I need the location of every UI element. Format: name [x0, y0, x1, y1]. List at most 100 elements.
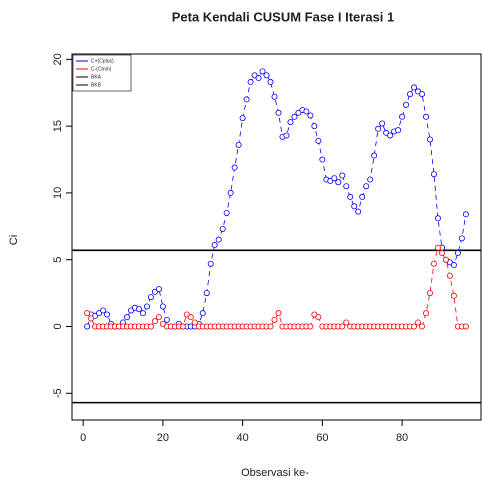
data-point: [343, 319, 350, 326]
data-point: [307, 323, 314, 330]
x-tick-label: 80: [396, 432, 408, 444]
data-point: [275, 310, 282, 317]
y-tick-label: 5: [52, 257, 64, 263]
data-point: [399, 113, 406, 120]
x-tick-label: 20: [157, 432, 169, 444]
data-point: [327, 177, 334, 184]
data-point: [215, 236, 222, 243]
chart-title: Peta Kendali CUSUM Fase I Iterasi 1: [172, 9, 395, 24]
data-point: [395, 127, 402, 134]
data-point: [403, 101, 410, 108]
data-point: [147, 323, 154, 330]
data-point: [127, 307, 134, 314]
data-point: [371, 152, 378, 159]
data-point: [211, 242, 218, 249]
data-point: [339, 323, 346, 330]
data-point: [143, 303, 150, 310]
data-point: [351, 203, 358, 210]
data-point: [411, 84, 418, 91]
data-point: [159, 320, 166, 327]
data-point: [199, 310, 206, 317]
x-tick-label: 60: [316, 432, 328, 444]
data-point: [187, 314, 194, 321]
plot-frame: [71, 53, 482, 421]
data-point: [315, 314, 322, 321]
data-point: [84, 323, 91, 330]
data-point: [104, 311, 111, 318]
data-point: [335, 179, 342, 186]
data-point: [88, 315, 95, 322]
data-point: [458, 235, 465, 242]
data-point: [434, 244, 441, 251]
data-point: [430, 260, 437, 267]
data-point: [219, 225, 226, 232]
data-point: [139, 310, 146, 317]
data-point: [411, 323, 418, 330]
data-point: [239, 115, 246, 122]
data-point: [235, 141, 242, 148]
data-point: [155, 314, 162, 321]
y-tick-label: 15: [52, 120, 64, 132]
data-point: [438, 250, 445, 257]
data-point: [135, 306, 142, 313]
data-point: [283, 132, 290, 139]
data-point: [179, 323, 186, 330]
data-point: [454, 250, 461, 257]
data-point: [311, 123, 318, 130]
data-point: [422, 310, 429, 317]
x-tick-label: 0: [80, 432, 86, 444]
data-point: [251, 72, 258, 79]
data-point: [379, 120, 386, 127]
data-point: [446, 272, 453, 279]
legend-label: BKA: [91, 74, 102, 80]
data-point: [155, 286, 162, 293]
data-point: [287, 119, 294, 126]
data-point: [271, 316, 278, 323]
legend-label: C-(Cmin): [91, 66, 112, 72]
data-point: [203, 290, 210, 297]
data-point: [271, 93, 278, 100]
legend-label: BKB: [91, 82, 102, 88]
data-point: [100, 307, 107, 314]
data-point: [243, 96, 250, 103]
data-point: [96, 310, 103, 317]
data-point: [275, 109, 282, 116]
legend-label: C+(Cplus): [91, 58, 114, 64]
data-point: [207, 260, 214, 267]
data-point: [147, 294, 154, 301]
y-tick-label: 0: [52, 323, 64, 329]
data-point: [263, 72, 270, 79]
data-point: [92, 312, 99, 319]
data-point: [415, 88, 422, 95]
data-point: [419, 91, 426, 98]
y-tick-label: -5: [52, 388, 64, 398]
data-point: [450, 262, 457, 269]
data-point: [295, 109, 302, 116]
data-point: [363, 183, 370, 190]
data-point: [331, 175, 338, 182]
data-point: [84, 310, 91, 317]
data-point: [191, 319, 198, 326]
data-point: [442, 256, 449, 263]
x-axis-label: Observasi ke-: [241, 467, 309, 479]
data-point: [383, 129, 390, 136]
data-point: [355, 208, 362, 215]
data-point: [446, 259, 453, 266]
data-point: [227, 189, 234, 196]
data-point: [183, 311, 190, 318]
data-point: [387, 132, 394, 139]
data-point: [462, 323, 469, 330]
data-point: [307, 112, 314, 119]
data-point: [347, 193, 354, 200]
data-point: [375, 125, 382, 132]
data-point: [434, 215, 441, 222]
data-point: [367, 176, 374, 183]
data-point: [267, 79, 274, 86]
data-point: [315, 137, 322, 144]
data-point: [311, 311, 318, 318]
data-point: [415, 319, 422, 326]
data-point: [422, 113, 429, 120]
y-tick-label: 10: [52, 187, 64, 199]
y-tick-label: 20: [52, 53, 64, 65]
